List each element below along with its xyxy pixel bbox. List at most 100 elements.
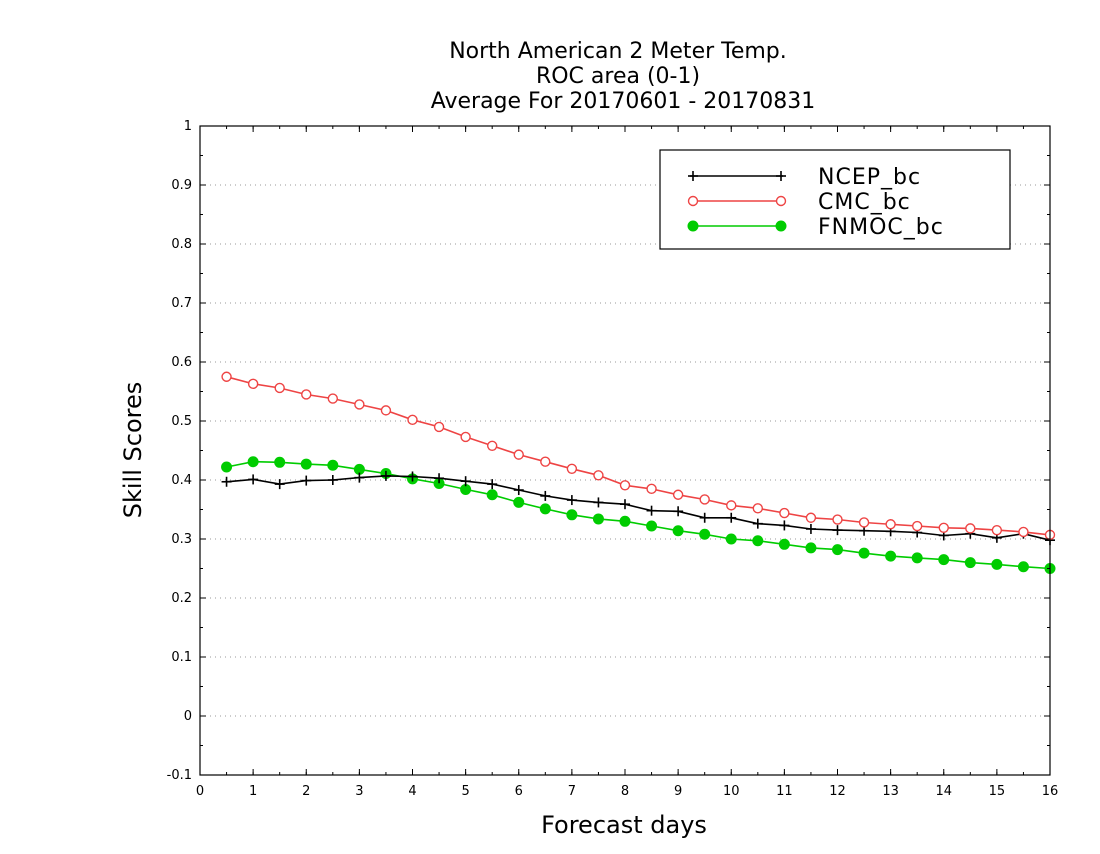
y-tick-label: 0.4	[171, 473, 192, 488]
x-tick-label: 8	[621, 784, 629, 799]
x-tick-label: 5	[461, 784, 469, 799]
point-cmc-bc	[911, 520, 923, 532]
point-ncep-bc	[805, 523, 816, 534]
point-ncep-bc	[620, 499, 630, 510]
point-cmc-bc	[380, 405, 392, 416]
point-cmc-bc	[1018, 526, 1029, 538]
point-ncep-bc	[380, 470, 391, 481]
point-ncep-bc	[726, 512, 737, 523]
point-ncep-bc	[327, 475, 338, 485]
point-cmc-bc	[327, 393, 339, 404]
x-tick-label: 15	[989, 784, 1006, 799]
point-cmc-bc	[460, 431, 471, 443]
point-fnmoc-bc	[300, 458, 312, 470]
legend-item-ncep-bc: NCEP_bc	[688, 165, 921, 190]
point-fnmoc-bc	[858, 547, 870, 559]
point-ncep-bc	[699, 512, 710, 523]
point-ncep-bc	[752, 518, 763, 529]
point-ncep-bc	[434, 473, 445, 484]
point-fnmoc-bc	[619, 515, 631, 527]
y-tick-label: 0.6	[171, 355, 192, 370]
point-cmc-bc	[513, 449, 524, 460]
point-cmc-bc	[858, 517, 870, 528]
x-tick-label: 1	[249, 784, 257, 799]
legend-box	[659, 149, 1011, 250]
point-ncep-bc	[513, 485, 524, 496]
y-tick-label: 0.7	[171, 296, 192, 311]
point-ncep-bc	[646, 505, 657, 516]
point-cmc-bc	[726, 500, 737, 511]
legend-item-cmc-bc: CMC_bc	[687, 190, 911, 215]
legend-marker-ncep-bc	[776, 171, 786, 181]
point-cmc-bc	[407, 414, 418, 426]
chart-title-line-1: North American 2 Meter Temp.	[449, 39, 787, 64]
point-cmc-bc	[779, 507, 790, 519]
point-cmc-bc	[274, 382, 285, 394]
point-cmc-bc	[991, 524, 1003, 536]
point-cmc-bc	[433, 421, 445, 433]
point-cmc-bc	[672, 489, 684, 500]
point-cmc-bc	[221, 371, 232, 382]
x-tick-label: 11	[776, 784, 793, 799]
point-fnmoc-bc	[964, 557, 976, 569]
point-cmc-bc	[593, 470, 604, 481]
point-ncep-bc	[593, 497, 604, 508]
point-fnmoc-bc	[221, 461, 233, 473]
point-fnmoc-bc	[539, 503, 551, 515]
legend-label-cmc-bc: CMC_bc	[818, 190, 911, 215]
point-ncep-bc	[779, 520, 790, 531]
x-tick-label: 4	[408, 784, 416, 799]
point-fnmoc-bc	[991, 558, 1003, 570]
y-tick-label: 0.1	[171, 650, 192, 665]
y-tick-label: 0.9	[171, 178, 192, 193]
x-tick-label: 9	[674, 784, 682, 799]
point-ncep-bc	[540, 490, 551, 501]
series-fnmoc-bc	[221, 456, 1056, 574]
point-cmc-bc	[699, 494, 710, 505]
point-ncep-bc	[673, 506, 684, 517]
legend-label-fnmoc-bc: FNMOC_bc	[818, 215, 944, 240]
point-cmc-bc	[938, 522, 949, 533]
point-cmc-bc	[486, 440, 498, 451]
legend-marker-cmc-bc	[687, 195, 699, 207]
x-tick-label: 2	[302, 784, 310, 799]
point-fnmoc-bc	[646, 520, 658, 532]
legend-marker-fnmoc-bc	[775, 220, 787, 232]
point-fnmoc-bc	[592, 513, 604, 525]
x-tick-label: 14	[935, 784, 952, 799]
point-cmc-bc	[566, 463, 578, 474]
point-cmc-bc	[619, 480, 631, 491]
legend-marker-cmc-bc	[775, 195, 787, 207]
series-line-cmc-bc	[226, 376, 1051, 536]
point-cmc-bc	[965, 523, 976, 534]
point-cmc-bc	[354, 399, 365, 410]
y-axis-label: Skill Scores	[119, 382, 147, 519]
axis-ticks: -0.100.10.20.30.40.50.60.70.80.910 1 2 3 4 5 6…	[167, 119, 1059, 799]
y-tick-label: 0.2	[171, 591, 192, 606]
point-cmc-bc	[301, 389, 312, 400]
point-fnmoc-bc	[752, 535, 764, 547]
legend-label-ncep-bc: NCEP_bc	[818, 165, 921, 190]
point-cmc-bc	[646, 483, 657, 495]
point-fnmoc-bc	[778, 538, 790, 550]
point-ncep-bc	[221, 476, 232, 487]
x-tick-label: 3	[355, 784, 363, 799]
point-ncep-bc	[460, 476, 471, 487]
x-tick-label: 7	[568, 784, 576, 799]
x-axis-label: Forecast days	[541, 811, 707, 839]
point-cmc-bc	[247, 378, 259, 390]
y-tick-label: 1	[184, 119, 192, 134]
y-tick-label: 0	[184, 709, 192, 724]
x-tick-label: 12	[829, 784, 846, 799]
point-fnmoc-bc	[805, 542, 817, 554]
x-tick-label: 13	[882, 784, 899, 799]
point-fnmoc-bc	[1017, 561, 1029, 573]
x-tick-label: 6	[515, 784, 523, 799]
point-fnmoc-bc	[885, 550, 897, 562]
point-ncep-bc	[407, 471, 418, 482]
point-fnmoc-bc	[327, 459, 339, 471]
point-fnmoc-bc	[725, 533, 737, 545]
